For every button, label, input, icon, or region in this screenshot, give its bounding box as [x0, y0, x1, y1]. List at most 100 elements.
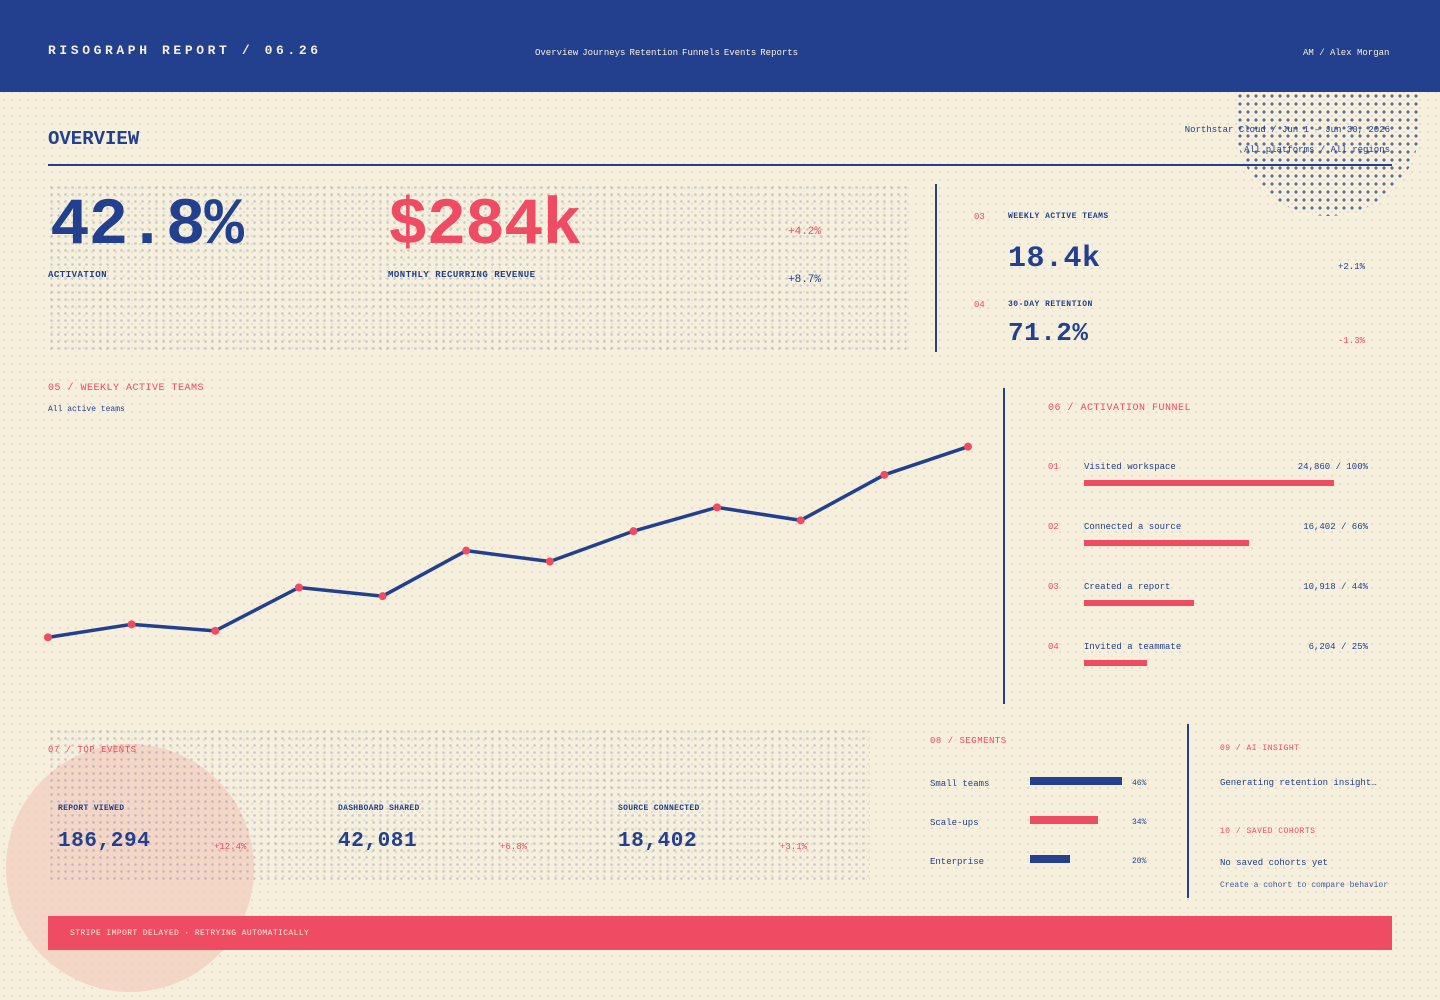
funnel-step-label: Visited workspace [1084, 462, 1176, 472]
segment-row[interactable]: Small teams 46% [930, 777, 1150, 795]
event-label: SOURCE CONNECTED [618, 804, 700, 813]
funnel-step-index: 02 [1048, 522, 1059, 532]
funnel-step-bar [1084, 660, 1147, 666]
event-delta: +12.4% [214, 842, 247, 852]
funnel-step-value: 24,860 / 100% [1297, 462, 1368, 472]
wat-value: 18.4k [1008, 242, 1101, 276]
funnel-title: 06 / ACTIVATION FUNNEL [1048, 403, 1192, 414]
chart-divider [1003, 388, 1005, 704]
segment-label: Scale-ups [930, 818, 979, 828]
alert-text: STRIPE IMPORT DELAYED · RETRYING AUTOMAT… [70, 929, 310, 938]
funnel-step[interactable]: 02 Connected a source 16,402 / 66% [1048, 522, 1368, 562]
activation-label: ACTIVATION [48, 270, 108, 280]
data-point[interactable] [796, 516, 805, 525]
data-point[interactable] [629, 527, 638, 536]
data-point[interactable] [44, 633, 52, 642]
mrr-delta: +8.7% [788, 274, 822, 286]
segment-bar [1030, 777, 1122, 785]
retention-label: 30-DAY RETENTION [1008, 300, 1093, 309]
data-point[interactable] [880, 470, 889, 479]
decorative-pink-circle [6, 744, 254, 992]
platform-region-filter[interactable]: All platforms / All regions [1244, 145, 1390, 155]
segment-row[interactable]: Enterprise 20% [930, 855, 1150, 873]
segment-bar [1030, 855, 1070, 863]
title-divider [48, 164, 1392, 166]
retention-value: 71.2% [1008, 318, 1089, 348]
series-line [47, 445, 969, 640]
insight-title: 09 / AI INSIGHT [1220, 744, 1300, 753]
funnel-step-index: 01 [1048, 462, 1059, 472]
nav-overview[interactable]: Overview [535, 48, 579, 58]
retention-index: 04 [974, 300, 985, 310]
cohorts-title: 10 / SAVED COHORTS [1220, 827, 1316, 836]
create-cohort-hint[interactable]: Create a cohort to compare behavior [1220, 881, 1389, 890]
funnel-step-index: 03 [1048, 582, 1059, 592]
data-point[interactable] [964, 442, 972, 451]
funnel-step[interactable]: 01 Visited workspace 24,860 / 100% [1048, 462, 1368, 502]
segment-row[interactable]: Scale-ups 34% [930, 816, 1150, 834]
activation-delta: +4.2% [788, 226, 822, 238]
funnel-step-value: 6,204 / 25% [1308, 642, 1368, 652]
data-point[interactable] [378, 592, 387, 601]
mrr-value: $284k [388, 188, 582, 263]
funnel-step-label: Invited a teammate [1084, 642, 1182, 652]
data-point[interactable] [211, 626, 220, 635]
wat-label: WEEKLY ACTIVE TEAMS [1008, 212, 1109, 221]
nav-journeys[interactable]: Journeys [582, 48, 626, 58]
funnel-step[interactable]: 03 Created a report 10,918 / 44% [1048, 582, 1368, 622]
funnel-step-bar [1084, 540, 1249, 546]
weekly-active-teams-chart [44, 442, 972, 642]
segment-label: Small teams [930, 779, 990, 789]
top-bar [0, 0, 1440, 92]
funnel-step-value: 16,402 / 66% [1303, 522, 1368, 532]
funnel-step-label: Created a report [1084, 582, 1171, 592]
data-point[interactable] [462, 546, 471, 555]
funnel-step[interactable]: 04 Invited a teammate 6,204 / 25% [1048, 642, 1368, 682]
funnel-step-value: 10,918 / 44% [1303, 582, 1368, 592]
nav-retention[interactable]: Retention [629, 48, 679, 58]
kpi-divider [935, 184, 937, 352]
segments-divider [1187, 724, 1189, 898]
chart-subtitle: All active teams [48, 405, 125, 414]
data-point[interactable] [545, 557, 554, 566]
funnel-step-bar [1084, 600, 1194, 606]
data-point[interactable] [127, 620, 136, 629]
nav-events[interactable]: Events [723, 48, 757, 58]
cohorts-empty: No saved cohorts yet [1220, 858, 1329, 868]
segment-pct: 46% [1132, 779, 1147, 788]
event-value: 42,081 [338, 830, 418, 853]
events-title: 07 / TOP EVENTS [48, 745, 137, 755]
event-label: REPORT VIEWED [58, 804, 125, 813]
import-alert-banner[interactable]: STRIPE IMPORT DELAYED · RETRYING AUTOMAT… [48, 916, 1392, 950]
chart-title: 05 / WEEKLY ACTIVE TEAMS [48, 383, 205, 394]
event-value: 186,294 [58, 830, 151, 853]
funnel-step-label: Connected a source [1084, 522, 1182, 532]
workspace-date-range[interactable]: Northstar Cloud / Jun 1 – Jun 30, 2026 [1184, 125, 1390, 135]
event-delta: +3.1% [780, 842, 808, 852]
mrr-label: MONTHLY RECURRING REVENUE [388, 270, 536, 280]
main-nav: Overview Journeys Retention Funnels Even… [535, 48, 798, 58]
events-panel [48, 728, 870, 882]
event-delta: +6.8% [500, 842, 528, 852]
nav-reports[interactable]: Reports [760, 48, 799, 58]
event-label: DASHBOARD SHARED [338, 804, 420, 813]
nav-funnels[interactable]: Funnels [682, 48, 720, 58]
data-point[interactable] [294, 583, 303, 592]
context-filters: Northstar Cloud / Jun 1 – Jun 30, 2026 A… [1185, 120, 1390, 160]
activation-value: 42.8% [50, 188, 244, 263]
brand-title: RISOGRAPH REPORT / 06.26 [48, 43, 322, 58]
wat-delta: +2.1% [1338, 262, 1366, 272]
data-point[interactable] [713, 503, 722, 512]
segment-pct: 34% [1132, 818, 1147, 827]
kpi-panel [48, 184, 908, 350]
segment-label: Enterprise [930, 857, 985, 867]
event-value: 18,402 [618, 830, 698, 853]
page-title: OVERVIEW [48, 128, 140, 150]
user-menu[interactable]: AM / Alex Morgan [1303, 48, 1390, 58]
segments-title: 08 / SEGMENTS [930, 736, 1007, 746]
segment-bar [1030, 816, 1098, 824]
wat-index: 03 [974, 212, 985, 222]
retention-delta: -1.3% [1338, 336, 1366, 346]
segment-pct: 20% [1132, 857, 1147, 866]
funnel-step-bar [1084, 480, 1334, 486]
